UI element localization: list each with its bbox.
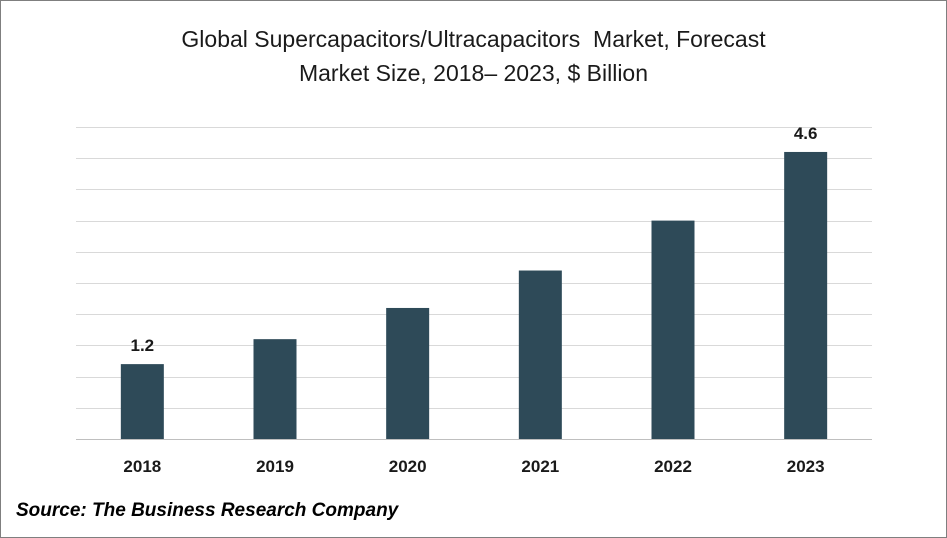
x-tick-label-2021: 2021 bbox=[521, 457, 559, 476]
data-labels: 1.2 4.6 bbox=[131, 124, 818, 355]
chart-subtitle: Market Size, 2018– 2023, $ Billion bbox=[298, 60, 649, 86]
x-tick-label-2023: 2023 bbox=[787, 457, 825, 476]
bar-2023 bbox=[784, 151, 828, 439]
gridlines bbox=[76, 127, 872, 440]
x-tick-label-2019: 2019 bbox=[256, 457, 294, 476]
chart-title-block: Global Supercapacitors/Ultracapacitors M… bbox=[0, 22, 947, 90]
x-axis-tick-labels: 2018 2019 2020 2021 2022 2023 bbox=[123, 457, 824, 476]
bar-2019 bbox=[253, 339, 297, 439]
bar-2022 bbox=[651, 220, 695, 439]
x-tick-label-2022: 2022 bbox=[654, 457, 692, 476]
chart-title: Global Supercapacitors/Ultracapacitors M… bbox=[181, 26, 766, 52]
bar-2018 bbox=[120, 364, 164, 439]
x-tick-label-2020: 2020 bbox=[389, 457, 427, 476]
bars bbox=[120, 151, 828, 439]
bar-2020 bbox=[386, 307, 430, 439]
bar-2021 bbox=[518, 270, 562, 439]
x-tick-label-2018: 2018 bbox=[123, 457, 161, 476]
data-label-2018: 1.2 bbox=[131, 336, 155, 355]
data-label-2023: 4.6 bbox=[794, 124, 818, 143]
source-note: Source: The Business Research Company bbox=[16, 500, 399, 521]
